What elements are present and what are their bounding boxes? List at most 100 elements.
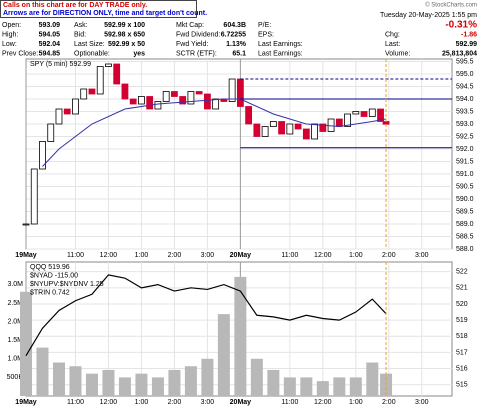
candle [319, 123, 327, 132]
candle [47, 123, 55, 142]
volume-bar [52, 362, 65, 396]
y-tick-label: 594.0 [456, 96, 474, 103]
y-tick-label: 519 [456, 317, 468, 324]
x-tick-label: 11:00 [67, 399, 84, 406]
quote-label: Volume: [385, 50, 410, 57]
y-tick-label: 522 [456, 269, 468, 276]
y2-tick-label: 500K [7, 374, 24, 381]
candle [22, 223, 30, 226]
quote-label: Last Earnings: [258, 41, 303, 48]
quote-label: EPS: [258, 31, 274, 38]
legend: QQQ 519.96 [30, 264, 70, 271]
candle [154, 101, 162, 110]
y-tick-label: 595.5 [456, 58, 474, 65]
quote-value: -0.31% [445, 20, 477, 31]
y2-tick-label: 3.0M [7, 281, 23, 288]
quote-label: Last: [385, 41, 400, 48]
y2-tick-label: 2.0M [7, 318, 23, 325]
candle [228, 78, 236, 102]
y-tick-label: 517 [456, 349, 468, 356]
candle [88, 88, 96, 95]
legend: SPY (5 min) 592.99 [30, 61, 91, 68]
volume-bar [118, 377, 131, 396]
volume-bar [168, 369, 181, 396]
candle [261, 126, 269, 137]
candle [72, 98, 79, 115]
volume-bar [151, 377, 164, 396]
x-tick-label: 11:00 [281, 252, 298, 259]
candle [302, 128, 310, 140]
y-tick-label: 518 [456, 333, 468, 340]
legend: $NYAD -115.00 [30, 272, 78, 279]
notice-box [0, 0, 197, 18]
candle [286, 123, 294, 135]
quote-label: High: [2, 31, 18, 38]
candle [55, 108, 63, 125]
candle [105, 63, 112, 67]
legend: $TRIN 0.742 [30, 289, 70, 296]
quote-value: 65.1 [232, 50, 246, 57]
volume-bar [267, 369, 280, 396]
copyright: © StockCharts.com [425, 2, 477, 9]
candle [360, 111, 368, 117]
candle [96, 66, 104, 95]
candle [377, 108, 384, 122]
x-tick-label: 12:00 [314, 399, 332, 406]
notice-day-trade: Calls on this chart are for DAY TRADE on… [3, 2, 147, 9]
candle [187, 91, 195, 105]
legend: $NYUPV:$NYDNV 1.25 [30, 281, 104, 288]
y-tick-label: 591.5 [456, 158, 474, 165]
candle [269, 121, 277, 127]
y2-tick-label: 2.5M [7, 300, 23, 307]
candle [121, 83, 129, 100]
volume-bar [300, 377, 313, 396]
y-tick-label: 595.0 [456, 71, 474, 78]
y-tick-label: 590.0 [456, 196, 474, 203]
quote-label: P/E: [258, 22, 271, 29]
candle [146, 96, 154, 110]
quote-value: -1.86 [461, 31, 477, 38]
volume-bar [349, 377, 362, 396]
x-tick-label: 20May [230, 399, 252, 406]
quote-label: Optionable: [74, 50, 110, 57]
notice-direction: Arrows are for DIRECTION ONLY, time and … [3, 10, 207, 17]
quote-label: Last Earnings: [258, 50, 303, 57]
volume-bar [283, 377, 296, 396]
candle [236, 78, 244, 107]
quote-value: 592.99 x 100 [104, 22, 145, 29]
volume-bar [20, 291, 32, 396]
price-line [25, 274, 387, 356]
x-tick-label: 12:00 [100, 399, 118, 406]
y-tick-label: 515 [456, 382, 468, 389]
quote-date: Tuesday 20-May-2025 1:55 pm [380, 12, 477, 19]
x-tick-label: 20May [230, 252, 252, 259]
volume-bar [85, 373, 98, 396]
quote-label: SCTR (ETF): [176, 50, 217, 57]
candle [344, 113, 351, 127]
quote-label: Prev Close: [2, 50, 38, 57]
x-tick-label: 3:00 [415, 399, 429, 406]
x-tick-label: 1:00 [349, 399, 363, 406]
candle [39, 141, 46, 170]
candle [253, 123, 261, 137]
y-tick-label: 590.5 [456, 183, 474, 190]
y2-tick-label: 1.0M [7, 356, 23, 363]
x-tick-label: 2:00 [168, 399, 182, 406]
quote-value: 592.99 [456, 41, 478, 48]
quote-value: 592.04 [39, 41, 61, 48]
y-tick-label: 589.5 [456, 208, 474, 215]
quote-label: Mkt Cap: [176, 22, 204, 29]
x-tick-label: 2:00 [382, 252, 396, 259]
y-tick-label: 520 [456, 301, 468, 308]
candle [80, 88, 88, 100]
y-tick-label: 592.5 [456, 133, 474, 140]
quote-label: Ask: [74, 22, 88, 29]
quote-value: 592.99 x 50 [108, 41, 145, 48]
x-tick-label: 11:00 [67, 252, 84, 259]
candle [368, 108, 376, 117]
quote-value: 604.3B [223, 22, 246, 29]
volume-bar [69, 366, 82, 396]
x-tick-label: 19May [15, 252, 37, 259]
moving-average [42, 98, 387, 167]
